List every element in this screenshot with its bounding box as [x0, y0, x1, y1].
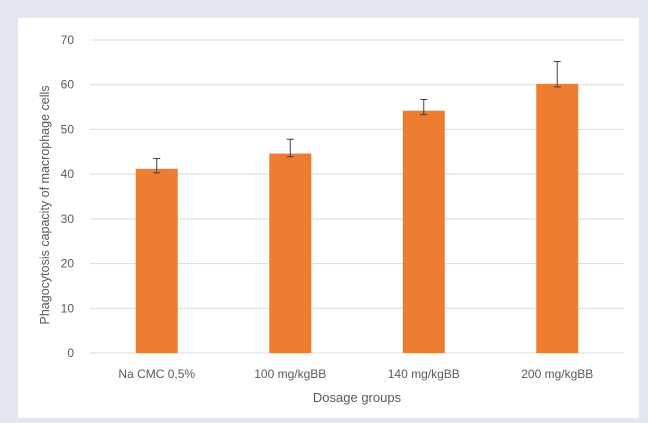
x-axis-label: Dosage groups [313, 390, 402, 405]
y-tick-label: 0 [67, 346, 74, 360]
y-tick-labels: 0 10 20 30 40 50 60 70 [61, 33, 75, 360]
y-tick-label: 10 [61, 301, 75, 315]
x-tick-labels: Na CMC 0,5% 100 mg/kgBB 140 mg/kgBB 200 mg/… [118, 367, 593, 381]
y-tick-label: 30 [61, 212, 75, 226]
y-tick-label: 60 [61, 78, 75, 92]
bar [269, 153, 312, 353]
error-bars [153, 60, 561, 174]
bar [135, 168, 178, 353]
bar [402, 110, 445, 353]
y-axis-label: Phagocytosis capacity of macrophage cell… [38, 85, 52, 324]
y-tick-label: 50 [61, 122, 75, 136]
bar-chart: 0 10 20 30 40 50 60 70 Na CMC 0,5% 100 mg/kgBB 14… [38, 33, 624, 405]
bar [536, 83, 579, 353]
y-tick-label: 40 [61, 167, 75, 181]
x-tick-label: Na CMC 0,5% [118, 367, 195, 381]
x-tick-label: 200 mg/kgBB [521, 367, 593, 381]
y-tick-label: 20 [61, 257, 75, 271]
gridlines [90, 39, 624, 354]
x-tick-label: 100 mg/kgBB [254, 367, 326, 381]
chart-area: 0 10 20 30 40 50 60 70 Na CMC 0,5% 100 mg/kgBB 14… [18, 18, 639, 418]
bars [135, 83, 579, 353]
y-tick-label: 70 [61, 33, 75, 47]
x-tick-label: 140 mg/kgBB [388, 367, 460, 381]
